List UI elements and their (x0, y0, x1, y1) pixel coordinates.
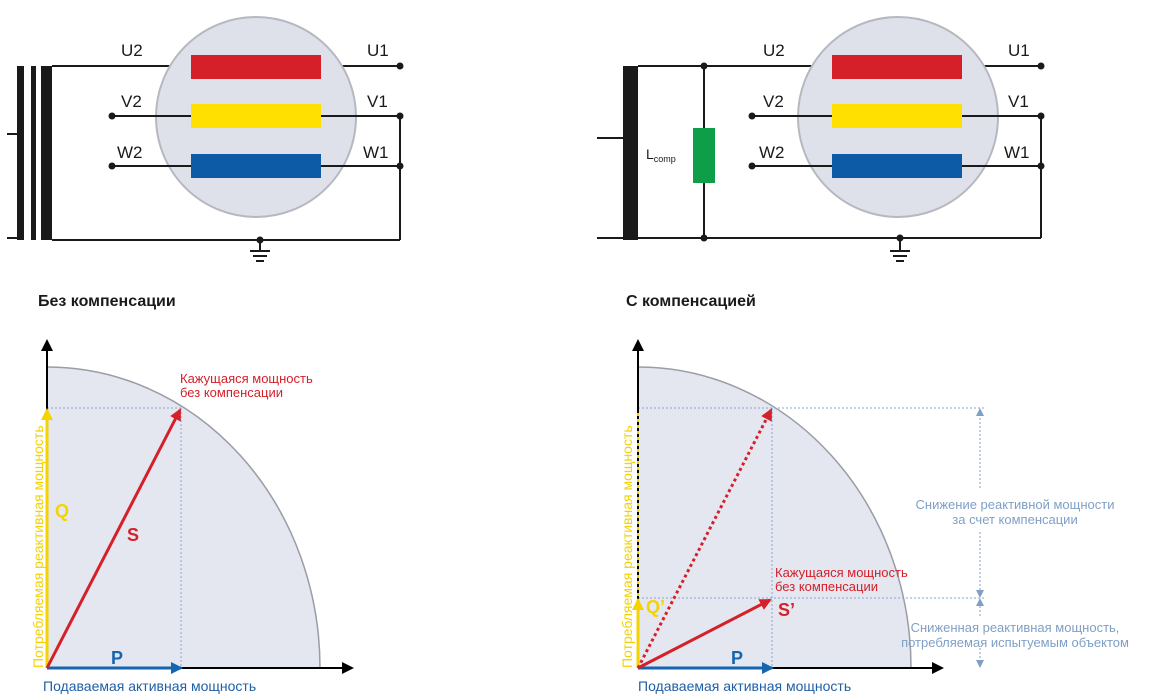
label-s: S (127, 525, 139, 545)
terminal-u1: U1 (1008, 41, 1030, 60)
winding-u (191, 55, 321, 79)
power-quarter-disc (638, 367, 911, 668)
circuit-left: U2 V2 W2 U1 V1 W1 (7, 16, 404, 262)
winding-v (832, 104, 962, 128)
terminal-v1: V1 (1008, 92, 1029, 111)
terminal-w2: W2 (759, 143, 785, 162)
vector-s (637, 598, 772, 670)
caption-left: Без компенсации (38, 293, 176, 310)
apparent-note-2: без компенсации (180, 385, 283, 400)
phasor-left: Q S P Кажущаяся мощность без компенсации… (30, 339, 354, 694)
vector-s-original (636, 408, 773, 669)
terminal-w2: W2 (117, 143, 143, 162)
y-axis-label: Потребляемая реактивная мощность (619, 425, 635, 668)
terminal-u1: U1 (367, 41, 389, 60)
phasor-right: Q’ S’ P Кажущаяся мощность без компенсац… (619, 339, 1129, 694)
apparent-note-2: без компенсации (775, 579, 878, 594)
terminal-u2: U2 (763, 41, 785, 60)
terminal-w1: W1 (363, 143, 389, 162)
ground-icon (890, 250, 910, 262)
ground-icon (250, 250, 270, 262)
terminal-v2: V2 (763, 92, 784, 111)
y-axis-label: Потребляемая реактивная мощность (30, 425, 46, 668)
label-p: P (111, 648, 123, 668)
inductor-label: Lcomp (646, 146, 676, 164)
winding-w (832, 154, 962, 178)
winding-u (832, 55, 962, 79)
apparent-note-1: Кажущаяся мощность (180, 371, 313, 386)
compensation-inductor (693, 128, 715, 183)
circuit-right: Lcomp U2 V2 W2 U1 V1 W1 (597, 16, 1045, 262)
reduction-note-2: за счет компенсации (952, 512, 1077, 527)
power-quarter-disc (47, 367, 320, 668)
transformer-core (17, 66, 24, 240)
terminal-w1: W1 (1004, 143, 1030, 162)
caption-right: С компенсацией (626, 293, 756, 310)
label-q: Q (55, 501, 69, 521)
reduced-note-2: потребляемая испытуемым объектом (901, 635, 1129, 650)
vector-s (45, 408, 182, 669)
terminal-u2: U2 (121, 41, 143, 60)
winding-w (191, 154, 321, 178)
winding-v (191, 104, 321, 128)
x-axis-label: Подаваемая активная мощность (43, 678, 256, 694)
reduced-note-1: Сниженная реактивная мощность, (911, 620, 1120, 635)
x-axis-label: Подаваемая активная мощность (638, 678, 851, 694)
label-s: S’ (778, 600, 795, 620)
label-p: P (731, 648, 743, 668)
terminal-v2: V2 (121, 92, 142, 111)
apparent-note-1: Кажущаяся мощность (775, 565, 908, 580)
label-q: Q’ (646, 597, 665, 617)
reduction-note-1: Снижение реактивной мощности (916, 497, 1115, 512)
terminal-v1: V1 (367, 92, 388, 111)
